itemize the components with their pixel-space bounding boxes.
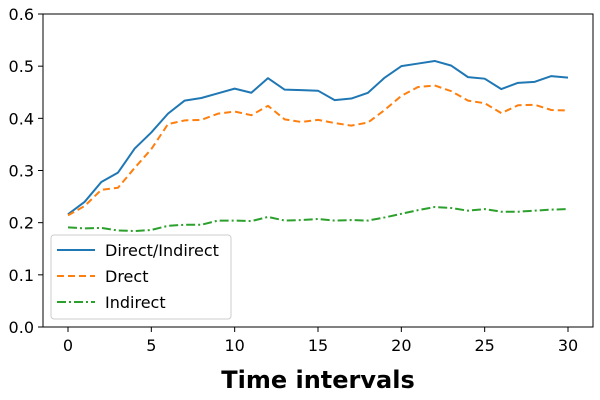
legend-label-direct-indirect: Direct/Indirect [105, 241, 219, 260]
series-layer [67, 59, 569, 233]
y-tick-label: 0.6 [9, 5, 34, 24]
x-tick-label: 15 [308, 336, 328, 355]
x-tick-label: 30 [558, 336, 578, 355]
y-tick-label: 0.2 [9, 214, 34, 233]
x-tick-label: 10 [224, 336, 244, 355]
series-line-direct-indirect [67, 59, 569, 216]
legend-label-drect: Drect [105, 267, 148, 286]
series-line-indirect [67, 206, 569, 233]
series-line-drect [67, 84, 569, 217]
x-tick-label: 25 [474, 336, 494, 355]
y-tick-label: 0.5 [9, 57, 34, 76]
y-tick-label: 0.1 [9, 266, 34, 285]
legend-box [50, 234, 232, 320]
ticks-layer: 0 5 10 15 20 25 30 0.0 0.1 0.2 0.3 0.4 0.5 0.6 [9, 5, 579, 355]
y-tick-label: 0.4 [9, 109, 34, 128]
y-tick-label: 0.0 [9, 318, 34, 337]
x-axis-title: Time intervals [221, 366, 415, 394]
x-tick-label: 0 [63, 336, 73, 355]
legend: Direct/Indirect Drect Indirect [50, 234, 232, 320]
x-tick-label: 5 [146, 336, 156, 355]
x-tick-label: 20 [391, 336, 411, 355]
y-tick-label: 0.3 [9, 162, 34, 181]
legend-label-indirect: Indirect [105, 293, 166, 312]
